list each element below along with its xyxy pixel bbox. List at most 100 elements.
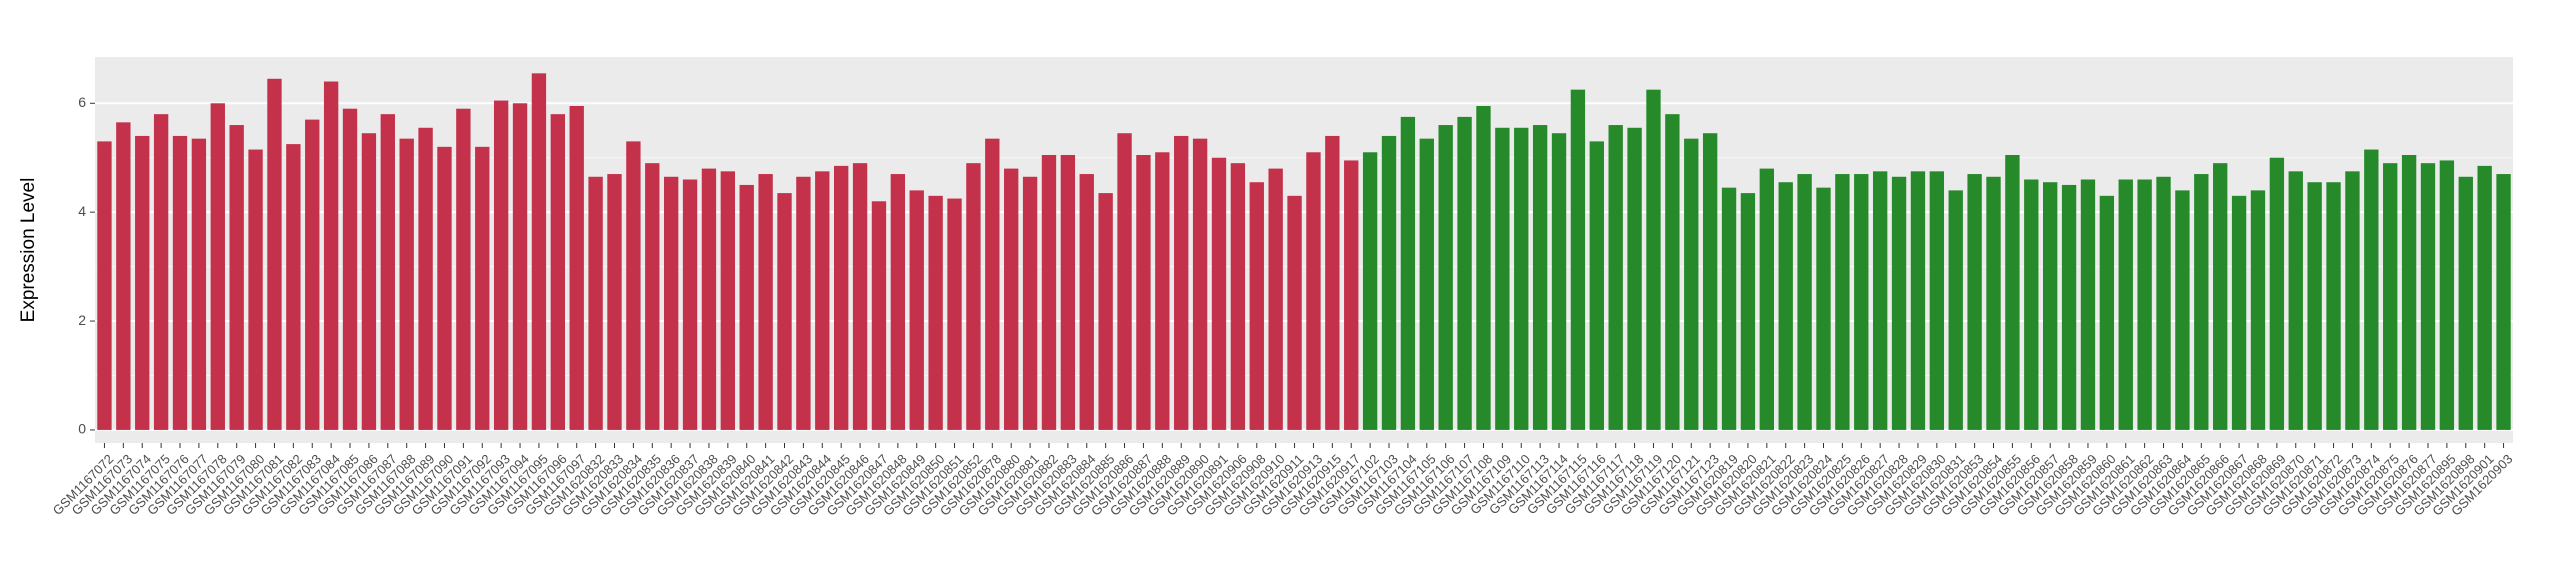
bar [2194, 174, 2209, 430]
bar [1835, 174, 1850, 430]
bar [493, 100, 509, 430]
bar [1684, 138, 1699, 430]
bar [1155, 152, 1170, 430]
bar [2005, 154, 2020, 430]
bar [1967, 174, 1982, 430]
bar [1249, 182, 1264, 430]
bar [191, 138, 207, 430]
bar [153, 114, 169, 430]
bar [852, 163, 868, 430]
y-tick-label: 2 [78, 312, 86, 328]
bar [1948, 190, 1963, 430]
bar [1797, 174, 1812, 430]
bar [1400, 116, 1416, 430]
bar [437, 146, 452, 430]
bar [1098, 193, 1113, 430]
bar [267, 78, 282, 430]
bar [1362, 152, 1378, 430]
bar [2439, 160, 2455, 430]
bar [305, 119, 320, 430]
bar [1457, 116, 1472, 430]
bar [323, 81, 339, 430]
bar [1551, 133, 1567, 430]
bar [210, 103, 225, 430]
bar [2099, 195, 2115, 430]
bar [1891, 176, 1907, 430]
y-tick-label: 4 [78, 203, 86, 219]
bar [2137, 179, 2152, 430]
bar [607, 174, 622, 430]
bar [947, 198, 962, 430]
bar [1192, 138, 1208, 430]
bar [286, 144, 301, 430]
bar [777, 193, 792, 430]
bar [626, 141, 641, 430]
bar [1438, 125, 1453, 430]
bar [966, 163, 981, 430]
bar [1910, 171, 1926, 430]
bar [1778, 182, 1793, 430]
bar [2477, 165, 2492, 430]
bar [512, 103, 528, 430]
bar [531, 73, 547, 430]
bar [2269, 157, 2285, 430]
bar [1419, 138, 1434, 430]
bar [2383, 163, 2398, 430]
bar [550, 114, 565, 430]
bar [361, 133, 377, 430]
bar [1306, 152, 1321, 430]
bar [890, 174, 906, 430]
y-tick-label: 6 [78, 94, 86, 110]
bar [1268, 168, 1283, 430]
bar [1816, 187, 1831, 430]
bar [1608, 125, 1623, 430]
bar [2401, 154, 2417, 430]
bar [834, 165, 849, 430]
bar [1872, 171, 1888, 430]
bar [1211, 157, 1227, 430]
bar [2080, 179, 2096, 430]
bar [1532, 125, 1548, 430]
bar [1476, 105, 1491, 430]
bar [2364, 149, 2379, 430]
bar [1060, 154, 1076, 430]
bar [701, 168, 717, 430]
bar [2250, 190, 2266, 430]
bar [2043, 182, 2058, 430]
bar [1381, 135, 1397, 430]
bar [2496, 174, 2511, 430]
bar [342, 108, 358, 430]
bar [758, 174, 773, 430]
bar [1022, 176, 1038, 430]
bar [796, 176, 811, 430]
bar [1665, 114, 1680, 430]
bar [739, 184, 754, 430]
bar [1514, 127, 1529, 430]
bar [1287, 195, 1302, 430]
bar [569, 105, 584, 430]
bar [2326, 182, 2341, 430]
bar [909, 190, 924, 430]
bar [1174, 135, 1189, 430]
bar [2231, 195, 2247, 430]
bar [2024, 179, 2039, 430]
bar [456, 108, 471, 430]
bar [588, 176, 603, 430]
bar [1136, 154, 1151, 430]
bar [2307, 182, 2322, 430]
bar [1646, 89, 1661, 430]
bar [2345, 171, 2360, 430]
bar [1004, 168, 1019, 430]
bar [248, 149, 263, 430]
bar [399, 138, 414, 430]
bar [985, 138, 1000, 430]
bar [1740, 193, 1756, 430]
bar [2213, 163, 2228, 430]
bar [1117, 133, 1132, 430]
bar [928, 195, 943, 430]
bar [116, 122, 131, 430]
bar [815, 171, 830, 430]
bar [97, 141, 112, 430]
